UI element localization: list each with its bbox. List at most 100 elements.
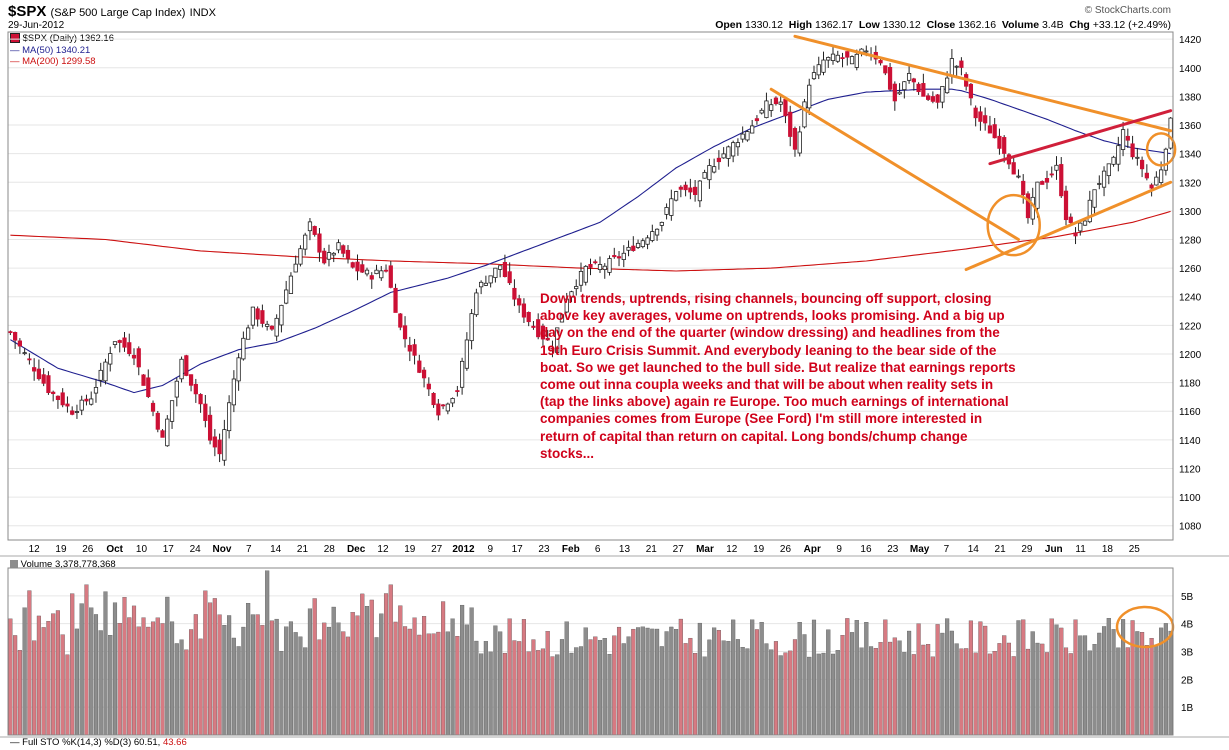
candle-body (402, 325, 408, 340)
date-tick-label: Mar (696, 544, 714, 555)
candle-body (474, 292, 479, 316)
volume-bar (455, 636, 460, 736)
candle-body (512, 287, 517, 300)
candle-body (322, 250, 327, 264)
volume-bar (345, 636, 351, 736)
candle-body (326, 252, 332, 260)
chart-date: 29-Jun-2012 (8, 20, 65, 31)
candle-body (212, 436, 217, 448)
candle-body (688, 187, 693, 193)
candle-body (483, 282, 488, 286)
candle-body (559, 314, 565, 323)
candle-body (726, 146, 731, 159)
date-tick-label: 21 (995, 544, 1007, 555)
date-tick-label: Feb (562, 544, 580, 555)
volume-bar (317, 639, 322, 736)
volume-bar (635, 627, 641, 736)
candle-body (274, 317, 279, 337)
candle-body (626, 246, 631, 251)
candle-body (1101, 170, 1107, 188)
candle-body (241, 337, 246, 360)
volume-bar (802, 634, 807, 736)
volume-bar (978, 621, 983, 736)
volume-bar (1002, 635, 1007, 736)
candle-body (41, 374, 46, 384)
volume-bar (907, 630, 912, 736)
volume-bar (888, 641, 893, 736)
candle-body (1135, 156, 1140, 159)
volume-bar (588, 639, 593, 736)
candle-body (949, 58, 954, 76)
candle-body (174, 380, 179, 398)
volume-bar (873, 647, 878, 736)
candle-body (103, 361, 108, 382)
volume-bar (1044, 652, 1050, 736)
candle-body (155, 412, 160, 430)
candle-body (631, 245, 636, 251)
candle-body (1106, 163, 1111, 177)
candle-body (716, 157, 721, 163)
volume-bar (165, 596, 170, 736)
candle-body (593, 261, 598, 264)
volume-tick-label: 3B (1181, 648, 1194, 659)
volume-bar (155, 617, 160, 736)
candle-body (450, 398, 455, 404)
candle-body (493, 267, 498, 278)
candle-body (198, 394, 203, 405)
volume-bar (911, 654, 916, 736)
volume-bar (483, 641, 488, 736)
volume-bar (559, 639, 565, 736)
volume-bar (721, 640, 726, 736)
candle-body (845, 51, 850, 58)
candle-body (1116, 145, 1121, 165)
ma50-legend: — MA(50) 1340.21 (10, 45, 91, 56)
price-tick-label: 1100 (1179, 493, 1201, 504)
volume-bar (288, 621, 293, 736)
candle-body (707, 165, 712, 181)
volume-tick-label: 1B (1181, 703, 1194, 714)
volume-bar (650, 628, 655, 736)
volume-bar (878, 642, 883, 736)
volume-bar (303, 647, 308, 736)
volume-bar (1021, 619, 1026, 736)
price-tick-label: 1260 (1179, 264, 1202, 275)
date-tick-label: 26 (780, 544, 792, 555)
candle-body (526, 311, 531, 323)
candle-body (773, 97, 779, 105)
candle-body (892, 83, 897, 102)
candle-body (712, 166, 717, 173)
volume-bar (498, 631, 503, 736)
candle-body (46, 375, 51, 393)
volume-bar (564, 621, 569, 736)
volume-bar (198, 638, 203, 736)
date-tick-label: 12 (377, 544, 389, 555)
candle-body (1144, 172, 1149, 179)
candle-body (255, 308, 260, 320)
volume-bar (393, 621, 398, 736)
volume-bar (859, 647, 864, 736)
volume-bar (754, 629, 759, 736)
volume-bar (174, 643, 179, 736)
date-axis: 12 19 26 Oct 10 17 24 Nov 7 14 21 28 Dec 12 19 27 2012 9 1… (29, 544, 1141, 555)
candle-body (22, 352, 27, 355)
volume-bar (959, 648, 964, 736)
volume-bar (312, 598, 317, 736)
volume-bar (669, 626, 674, 736)
candle-body (621, 252, 626, 260)
candle-body (954, 65, 959, 68)
volume-bar (464, 624, 469, 736)
date-tick-label: Oct (106, 544, 123, 555)
date-tick-label: 12 (726, 544, 738, 555)
volume-bar (460, 604, 465, 736)
volume-bar (250, 614, 255, 736)
candle-body (745, 131, 750, 141)
candle-body (930, 96, 935, 102)
candle-body (597, 264, 603, 271)
candle-body (108, 353, 113, 365)
candle-body (854, 53, 859, 68)
candle-body (735, 142, 741, 148)
candle-body (1054, 164, 1059, 171)
volume-tick-label: 2B (1181, 675, 1194, 686)
candle-body (664, 207, 669, 215)
candle-body (8, 331, 13, 334)
